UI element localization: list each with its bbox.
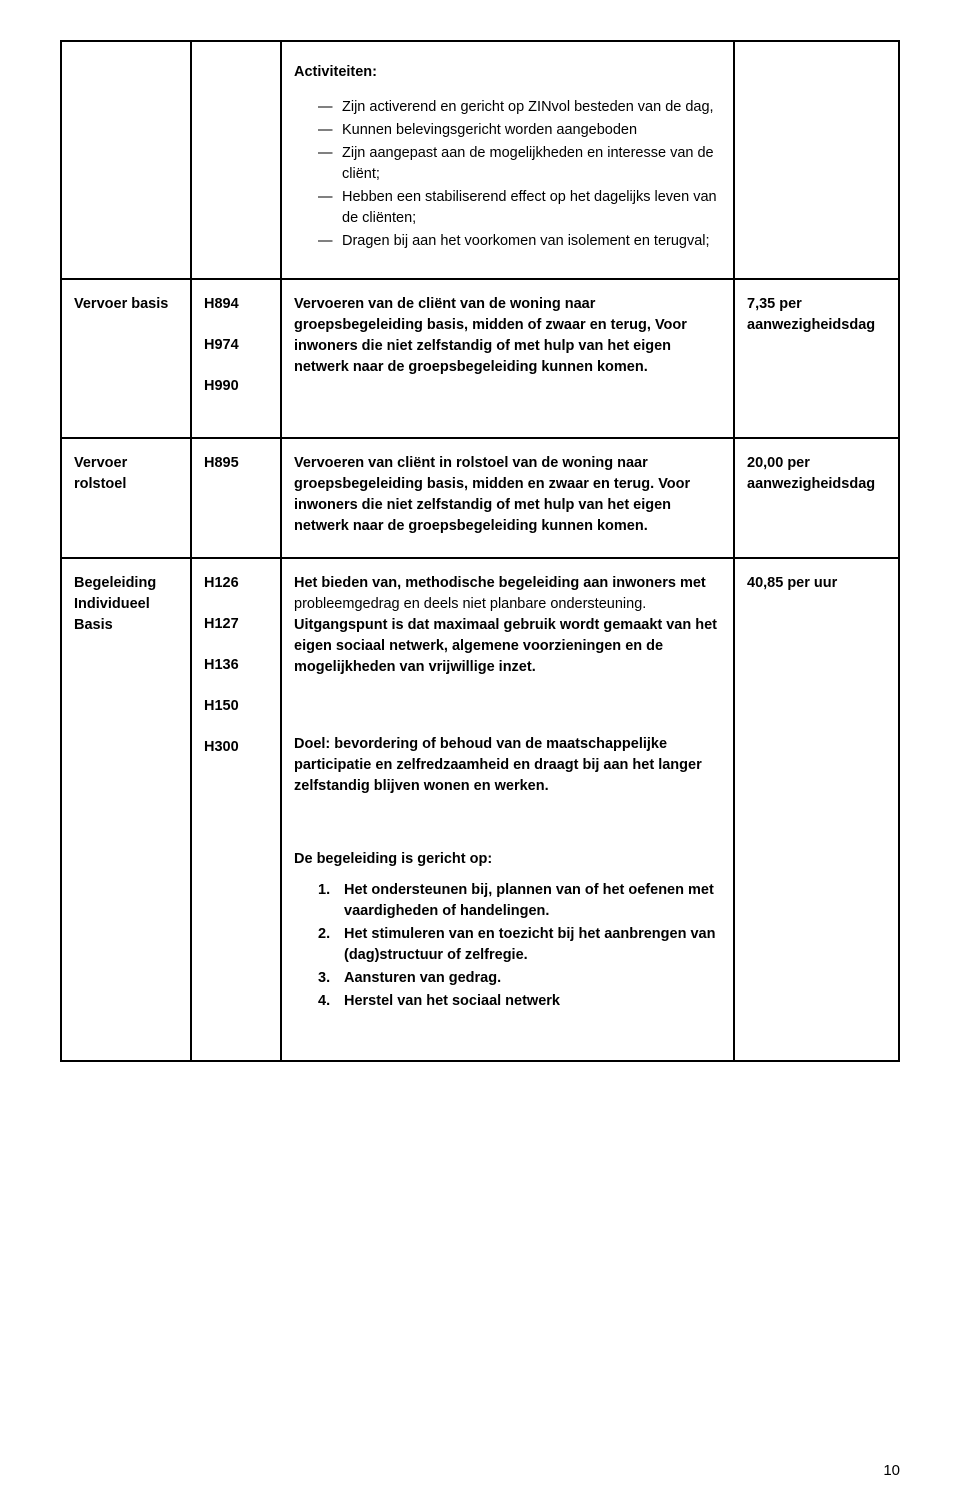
code: H300 <box>204 737 268 758</box>
bullet-item: Kunnen belevingsgericht worden aangebode… <box>318 120 721 141</box>
service-table: Activiteiten: Zijn activerend en gericht… <box>60 40 900 1062</box>
cell-description: Vervoeren van cliënt in rolstoel van de … <box>281 438 734 558</box>
cell-description: Activiteiten: Zijn activerend en gericht… <box>281 41 734 279</box>
bullet-item: Hebben een stabiliserend effect op het d… <box>318 187 721 229</box>
activiteiten-heading: Activiteiten: <box>294 62 721 83</box>
code: H127 <box>204 614 268 635</box>
table-row: Vervoer rolstoel H895 Vervoeren van clië… <box>61 438 899 558</box>
cell-price: 40,85 per uur <box>734 558 899 1061</box>
list-heading: De begeleiding is gericht op: <box>294 849 721 870</box>
desc-goal: Doel: bevordering of behoud van de maats… <box>294 734 721 797</box>
desc-text: Het bieden van, methodische begeleiding … <box>294 575 706 591</box>
code: H974 <box>204 335 268 356</box>
cell-label: Vervoer rolstoel <box>61 438 191 558</box>
code: H136 <box>204 655 268 676</box>
cell-label <box>61 41 191 279</box>
activiteiten-list: Zijn activerend en gericht op ZINvol bes… <box>294 97 721 252</box>
page-number: 10 <box>883 1462 900 1479</box>
bullet-item: Zijn activerend en gericht op ZINvol bes… <box>318 97 721 118</box>
cell-codes <box>191 41 281 279</box>
cell-description: Het bieden van, methodische begeleiding … <box>281 558 734 1061</box>
table-row: Begeleiding Individueel Basis H126 H127 … <box>61 558 899 1061</box>
cell-price <box>734 41 899 279</box>
num-item: Het ondersteunen bij, plannen van of het… <box>318 880 721 922</box>
code: H894 <box>204 294 268 315</box>
table-row: Vervoer basis H894 H974 H990 Vervoeren v… <box>61 279 899 438</box>
cell-codes: H895 <box>191 438 281 558</box>
cell-price: 20,00 per aanwezigheidsdag <box>734 438 899 558</box>
table-row: Activiteiten: Zijn activerend en gericht… <box>61 41 899 279</box>
cell-codes: H894 H974 H990 <box>191 279 281 438</box>
bullet-item: Zijn aangepast aan de mogelijkheden en i… <box>318 143 721 185</box>
begeleiding-list: Het ondersteunen bij, plannen van of het… <box>294 880 721 1012</box>
code: H895 <box>204 453 268 474</box>
num-item: Het stimuleren van en toezicht bij het a… <box>318 924 721 966</box>
code: H990 <box>204 376 268 397</box>
code: H150 <box>204 696 268 717</box>
code: H126 <box>204 573 268 594</box>
cell-label: Begeleiding Individueel Basis <box>61 558 191 1061</box>
desc-text: Uitgangspunt is dat maximaal gebruik wor… <box>294 617 717 675</box>
cell-price: 7,35 per aanwezigheidsdag <box>734 279 899 438</box>
bullet-item: Dragen bij aan het voorkomen van isoleme… <box>318 231 721 252</box>
num-item: Aansturen van gedrag. <box>318 968 721 989</box>
document-page: Activiteiten: Zijn activerend en gericht… <box>0 0 960 1503</box>
cell-codes: H126 H127 H136 H150 H300 <box>191 558 281 1061</box>
cell-description: Vervoeren van de cliënt van de woning na… <box>281 279 734 438</box>
num-item: Herstel van het sociaal netwerk <box>318 991 721 1012</box>
desc-text: probleemgedrag en deels niet planbare on… <box>294 596 646 612</box>
cell-label: Vervoer basis <box>61 279 191 438</box>
